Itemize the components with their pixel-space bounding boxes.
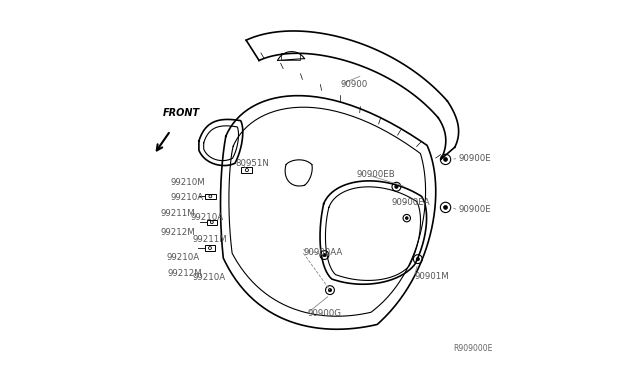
- Circle shape: [326, 286, 334, 295]
- Bar: [205, 246, 215, 251]
- Text: 90900EA: 90900EA: [392, 198, 431, 207]
- Circle shape: [328, 288, 332, 292]
- Bar: [241, 167, 252, 173]
- Text: 90900: 90900: [340, 80, 367, 89]
- Text: 90900E: 90900E: [458, 154, 492, 163]
- Bar: [281, 53, 300, 60]
- Text: 99210A: 99210A: [190, 213, 223, 222]
- Text: 99210A: 99210A: [167, 253, 200, 263]
- Circle shape: [413, 255, 422, 263]
- Circle shape: [440, 154, 451, 164]
- Text: 90900EB: 90900EB: [357, 170, 396, 179]
- Text: 90900AA: 90900AA: [303, 248, 342, 257]
- Text: 99211M: 99211M: [193, 235, 227, 244]
- Circle shape: [444, 205, 447, 209]
- Text: 90900E: 90900E: [458, 205, 492, 215]
- Circle shape: [395, 185, 398, 189]
- Circle shape: [209, 195, 212, 198]
- Circle shape: [405, 217, 408, 219]
- Circle shape: [444, 157, 447, 161]
- Text: 99212M: 99212M: [168, 269, 203, 278]
- Text: 99210A: 99210A: [170, 193, 204, 202]
- Text: 80951N: 80951N: [235, 159, 269, 169]
- Circle shape: [209, 247, 211, 250]
- Text: R909000E: R909000E: [453, 344, 492, 353]
- Text: 90901M: 90901M: [414, 272, 449, 281]
- Text: FRONT: FRONT: [163, 108, 200, 118]
- Circle shape: [320, 251, 329, 260]
- Circle shape: [440, 202, 451, 212]
- Bar: [207, 219, 217, 225]
- Bar: [205, 194, 216, 199]
- Circle shape: [323, 253, 326, 257]
- Text: 99210A: 99210A: [193, 273, 226, 282]
- Circle shape: [211, 221, 213, 224]
- Text: 99211M: 99211M: [161, 209, 195, 218]
- Circle shape: [245, 169, 248, 171]
- Text: 90900G: 90900G: [307, 309, 341, 318]
- Circle shape: [416, 257, 420, 261]
- Circle shape: [403, 214, 410, 222]
- Text: 99210M: 99210M: [170, 178, 205, 187]
- Text: 99212M: 99212M: [161, 228, 195, 237]
- Circle shape: [392, 182, 401, 191]
